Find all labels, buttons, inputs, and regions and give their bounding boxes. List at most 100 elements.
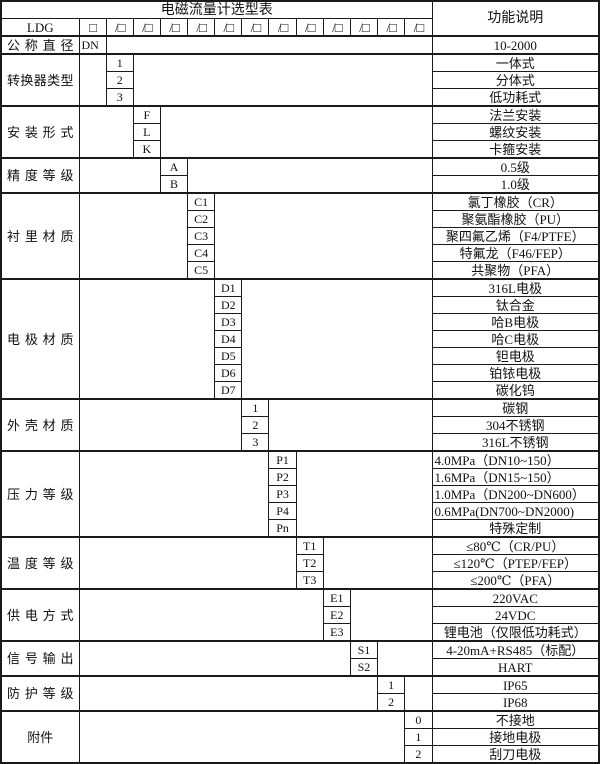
desc-cell: 304不锈钢	[431, 416, 600, 434]
code-cell: DN	[78, 35, 107, 55]
desc-cell: 锂电池（仅限低功耗式）	[431, 623, 600, 642]
spacer	[404, 675, 433, 712]
spacer	[187, 157, 433, 194]
code-cell: 2	[241, 416, 270, 434]
desc-cell: 钛合金	[431, 296, 600, 314]
spacer	[78, 536, 297, 590]
spacer	[78, 53, 107, 107]
code-cell: F	[132, 105, 161, 124]
code-cell: Pn	[268, 519, 297, 538]
spacer	[78, 588, 324, 642]
desc-cell: 哈B电极	[431, 313, 600, 331]
desc-cell: 10-2000	[431, 35, 600, 55]
desc-cell: IP68	[431, 693, 600, 712]
model-digit-slot: /□	[187, 18, 216, 37]
spacer	[78, 278, 216, 400]
desc-cell: 特殊定制	[431, 519, 600, 538]
code-cell: E3	[322, 623, 351, 642]
spacer	[78, 192, 189, 280]
spacer	[78, 105, 134, 159]
desc-cell: 螺纹安装	[431, 123, 600, 141]
desc-cell: 316L不锈钢	[431, 433, 600, 452]
code-cell: D2	[214, 296, 243, 314]
spacer	[377, 640, 433, 677]
code-cell: P3	[268, 485, 297, 503]
desc-cell: 220VAC	[431, 588, 600, 607]
code-cell: 3	[241, 433, 270, 452]
function-column-header: 功能说明	[431, 0, 600, 37]
label-installation-type: 安装形式	[0, 105, 80, 159]
code-cell: D4	[214, 330, 243, 348]
spacer	[214, 192, 433, 280]
desc-cell: 哈C电极	[431, 330, 600, 348]
desc-cell: ≤200℃（PFA）	[431, 571, 600, 590]
label-lining-material: 衬里材质	[0, 192, 80, 280]
spacer	[322, 536, 433, 590]
model-digit-slot: /□	[349, 18, 379, 37]
label-pressure-rating: 压力等级	[0, 450, 80, 538]
desc-cell: 4.0MPa（DN10~150）	[431, 450, 600, 469]
code-cell: 0	[404, 710, 433, 729]
label-accuracy-class: 精度等级	[0, 157, 80, 194]
code-cell: D6	[214, 364, 243, 382]
desc-cell: 氯丁橡胶（CR）	[431, 192, 600, 211]
desc-cell: 钽电极	[431, 347, 600, 365]
desc-cell: 刮刀电极	[431, 745, 600, 764]
code-cell: C3	[187, 227, 216, 245]
spacer	[159, 105, 433, 159]
desc-cell: 0.6MPa(DN700~DN2000)	[431, 502, 600, 520]
model-digit-slot: /□	[377, 18, 406, 37]
model-digit-slot: /□	[159, 18, 189, 37]
model-digit-slot: /□	[268, 18, 297, 37]
model-prefix: LDG	[0, 18, 80, 37]
label-electrode-material: 电极材质	[0, 278, 80, 400]
label-accessories: 附件	[0, 710, 80, 764]
desc-cell: 一体式	[431, 53, 600, 72]
code-cell: 2	[404, 745, 433, 764]
desc-cell: 碳化钨	[431, 381, 600, 400]
label-temperature-rating: 温度等级	[0, 536, 80, 590]
code-cell: 1	[404, 728, 433, 746]
desc-cell: 碳钢	[431, 398, 600, 417]
desc-cell: IP65	[431, 675, 600, 694]
desc-cell: 316L电极	[431, 278, 600, 297]
desc-cell: 共聚物（PFA）	[431, 261, 600, 280]
code-cell: E1	[322, 588, 351, 607]
code-cell: E2	[322, 606, 351, 624]
desc-cell: 分体式	[431, 71, 600, 89]
table-title: 电磁流量计选型表	[0, 0, 433, 19]
desc-cell: 不接地	[431, 710, 600, 729]
desc-cell: 4-20mA+RS485（标配）	[431, 640, 600, 659]
label-housing-material: 外壳材质	[0, 398, 80, 452]
code-cell: A	[159, 157, 189, 176]
desc-cell: 1.0级	[431, 175, 600, 194]
label-nominal-diameter: 公称直径	[0, 35, 80, 55]
model-digit-slot: /□	[241, 18, 270, 37]
code-cell: S2	[349, 658, 379, 677]
desc-cell: 铂铱电极	[431, 364, 600, 382]
desc-cell: HART	[431, 658, 600, 677]
code-cell: C4	[187, 244, 216, 262]
label-power-supply: 供电方式	[0, 588, 80, 642]
desc-cell: 0.5级	[431, 157, 600, 176]
code-cell: C5	[187, 261, 216, 280]
spacer	[132, 53, 433, 107]
spacer	[105, 35, 433, 55]
spacer	[78, 450, 270, 538]
desc-cell: 聚四氟乙烯（F4/PTFE）	[431, 227, 600, 245]
code-cell: T2	[295, 554, 324, 572]
spacer	[349, 588, 433, 642]
code-cell: 1	[377, 675, 406, 694]
code-cell: P1	[268, 450, 297, 469]
code-cell: 1	[241, 398, 270, 417]
label-converter-type: 转换器类型	[0, 53, 80, 107]
code-cell: L	[132, 123, 161, 141]
code-cell: B	[159, 175, 189, 194]
desc-cell: 1.0MPa（DN200~DN600）	[431, 485, 600, 503]
spacer	[268, 398, 433, 452]
code-cell: C1	[187, 192, 216, 211]
code-cell: P4	[268, 502, 297, 520]
spacer	[78, 398, 243, 452]
